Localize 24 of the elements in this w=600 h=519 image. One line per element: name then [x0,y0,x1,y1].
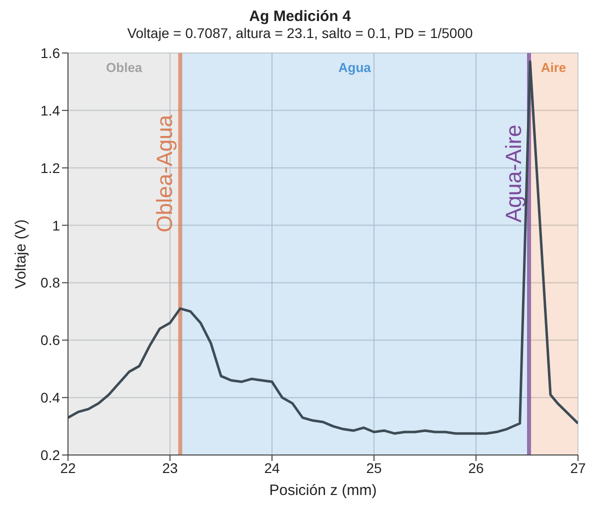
x-tick-label: 23 [162,460,178,476]
y-tick-label: 0.4 [40,390,60,406]
band-label: Agua [338,60,372,76]
band-label: Aire [540,60,566,76]
chart-subtitle: Voltaje = 0.7087, altura = 23.1, salto = 0.1, PD = 1/5000 [126,25,474,41]
x-tick-label: 25 [366,460,382,476]
x-tick-label: 22 [60,460,76,476]
x-tick-label: 24 [264,460,280,476]
ref-line-label: Agua-Aire [501,124,526,223]
y-tick-label: 0.8 [40,274,60,291]
chart-title: Ag Medición 4 [248,8,352,25]
x-tick-label: 27 [570,460,586,476]
line-series [68,60,578,435]
x-tick-label: 26 [468,460,484,476]
y-tick-label: 1.4 [40,102,60,118]
y-tick-label: 1.2 [40,160,60,176]
y-tick-label: 1.6 [40,44,60,61]
band-label: Oblea [106,60,143,76]
y-tick-label: 1 [52,217,60,234]
y-tick-label: 0.6 [40,332,60,348]
y-axis-title: Voltaje (V) [12,219,30,289]
x-axis-title: Posición z (mm) [269,482,377,499]
y-tick-label: 0.2 [40,446,60,463]
ref-line-label: Oblea-Agua [152,114,178,232]
